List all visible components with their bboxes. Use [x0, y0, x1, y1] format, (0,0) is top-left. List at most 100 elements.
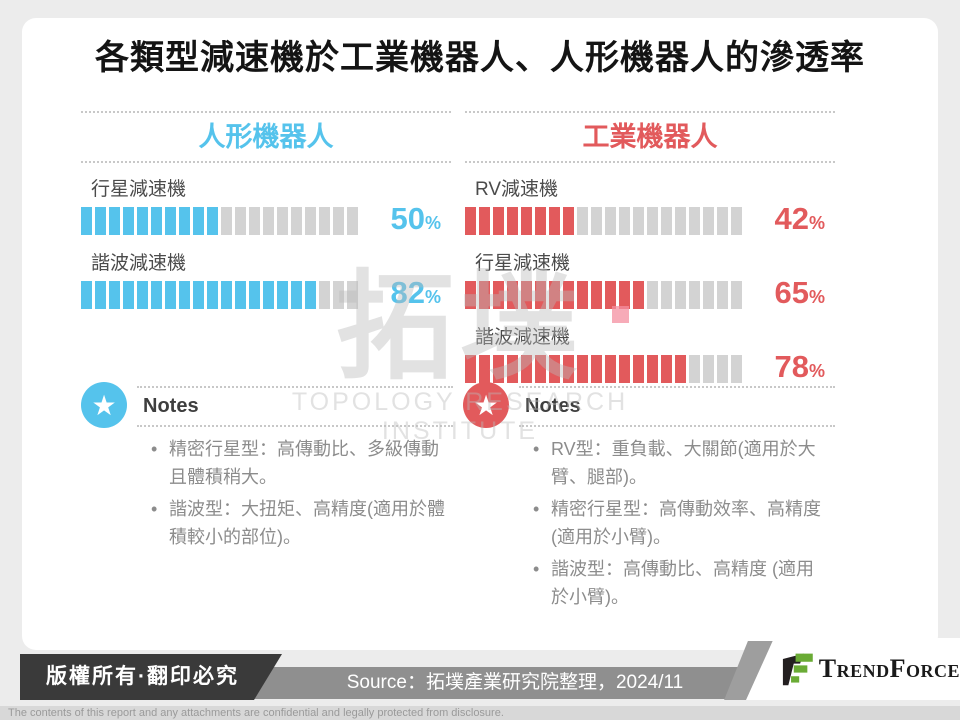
panel-industrial-robots: 工業機器人 RV減速機 42% 行星減速機 65% 諧波減速機 78% — [465, 111, 835, 385]
note-item: 諧波型：大扭矩、高精度(適用於體積較小的部位)。 — [149, 495, 449, 551]
bar-segment-filled — [235, 281, 246, 309]
percent-unit: % — [808, 361, 825, 381]
brand-panel: TrendForce — [746, 638, 960, 700]
bar-segment-filled — [549, 281, 560, 309]
bar-segment-empty — [731, 355, 742, 383]
bar-segment-filled — [137, 281, 148, 309]
notes-section-humanoid: ★ Notes 精密行星型：高傳動比、多級傳動且體積稍大。 諧波型：大扭矩、高精… — [81, 382, 453, 555]
note-item: RV型：重負載、大關節(適用於大臂、腿部)。 — [531, 435, 831, 491]
brand-name: TrendForce — [818, 654, 960, 683]
bar-segment-filled — [633, 355, 644, 383]
bar-label: 行星減速機 — [91, 179, 187, 200]
bar-segment-filled — [81, 281, 92, 309]
bar-segment-empty — [347, 207, 358, 235]
note-item: 精密行星型：高傳動效率、高精度(適用於小臂)。 — [531, 495, 831, 551]
bar-segment-filled — [675, 355, 686, 383]
bar-group-rv: RV減速機 42% — [465, 179, 835, 237]
bar-segment-filled — [95, 281, 106, 309]
panel-humanoid-title: 人形機器人 — [81, 111, 451, 163]
bar-segment-filled — [535, 281, 546, 309]
bar-segment-filled — [619, 355, 630, 383]
bar-label: 行星減速機 — [475, 253, 571, 274]
bar-segment-filled — [193, 281, 204, 309]
panel-humanoid-robots: 人形機器人 行星減速機 50% 諧波減速機 82% — [81, 111, 451, 311]
segmented-bar — [81, 281, 358, 309]
bar-label: RV減速機 — [475, 179, 559, 200]
bar-segment-filled — [81, 207, 92, 235]
bar-segment-filled — [123, 281, 134, 309]
bar-segment-filled — [465, 207, 476, 235]
percent-value: 42% — [775, 203, 826, 237]
bar-segment-filled — [151, 281, 162, 309]
bar-segment-empty — [263, 207, 274, 235]
bar-group-planetary: 行星減速機 65% — [465, 253, 835, 311]
note-item: 諧波型：高傳動比、高精度 (適用於小臂)。 — [531, 555, 831, 611]
bar-segment-filled — [277, 281, 288, 309]
bar-segment-empty — [717, 281, 728, 309]
bar-segment-empty — [333, 281, 344, 309]
bar-label: 諧波減速機 — [91, 253, 187, 274]
bar-segment-filled — [647, 355, 658, 383]
bar-group-planetary: 行星減速機 50% — [81, 179, 451, 237]
bar-segment-filled — [137, 207, 148, 235]
bar-segment-empty — [605, 207, 616, 235]
bar-segment-empty — [675, 207, 686, 235]
segmented-bar — [465, 355, 742, 383]
bar-segment-empty — [731, 281, 742, 309]
notes-list: RV型：重負載、大關節(適用於大臂、腿部)。 精密行星型：高傳動效率、高精度(適… — [531, 435, 831, 611]
bar-segment-empty — [591, 207, 602, 235]
bar-segment-filled — [123, 207, 134, 235]
bar-segment-filled — [563, 207, 574, 235]
bar-segment-filled — [549, 355, 560, 383]
bar-segment-filled — [563, 355, 574, 383]
segmented-bar — [81, 207, 358, 235]
bar-segment-filled — [563, 281, 574, 309]
bar-segment-filled — [577, 355, 588, 383]
bar-segment-empty — [347, 281, 358, 309]
bar-segment-filled — [521, 355, 532, 383]
bar-segment-empty — [689, 281, 700, 309]
bar-segment-filled — [95, 207, 106, 235]
percent-value: 65% — [775, 277, 826, 311]
bar-segment-empty — [333, 207, 344, 235]
bar-segment-empty — [633, 207, 644, 235]
percent-number: 42 — [774, 201, 809, 236]
bar-segment-filled — [479, 207, 490, 235]
bar-segment-filled — [109, 281, 120, 309]
bar-segment-empty — [717, 207, 728, 235]
bar-segment-filled — [507, 355, 518, 383]
bar-segment-empty — [703, 281, 714, 309]
panel-industrial-title: 工業機器人 — [465, 111, 835, 163]
percent-value: 82% — [391, 277, 442, 311]
bar-row: 78% — [465, 351, 835, 385]
bar-segment-filled — [179, 207, 190, 235]
footer-source-text: Source：拓墣產業研究院整理，2024/11 — [346, 672, 684, 693]
bar-segment-filled — [493, 355, 504, 383]
segmented-bar — [465, 207, 742, 235]
bar-segment-empty — [689, 355, 700, 383]
bar-segment-filled — [605, 355, 616, 383]
bar-segment-empty — [221, 207, 232, 235]
notes-heading: Notes — [137, 386, 453, 427]
bar-segment-empty — [703, 207, 714, 235]
notes-heading: Notes — [519, 386, 835, 427]
bar-row: 42% — [465, 203, 835, 237]
bar-row: 50% — [81, 203, 451, 237]
bar-segment-filled — [521, 281, 532, 309]
bar-segment-empty — [291, 207, 302, 235]
bar-segment-filled — [661, 355, 672, 383]
footer-copyright: 版權所有·翻印必究 — [20, 654, 282, 700]
bar-label: 諧波減速機 — [475, 327, 571, 348]
bar-segment-filled — [207, 281, 218, 309]
bar-segment-empty — [305, 207, 316, 235]
note-item: 精密行星型：高傳動比、多級傳動且體積稍大。 — [149, 435, 449, 491]
bar-segment-empty — [249, 207, 260, 235]
bar-segment-filled — [591, 281, 602, 309]
bar-segment-empty — [235, 207, 246, 235]
bar-segment-filled — [507, 281, 518, 309]
percent-unit: % — [808, 287, 825, 307]
bar-segment-filled — [465, 355, 476, 383]
percent-number: 65 — [774, 275, 809, 310]
bar-segment-filled — [207, 207, 218, 235]
percent-unit: % — [424, 213, 441, 233]
